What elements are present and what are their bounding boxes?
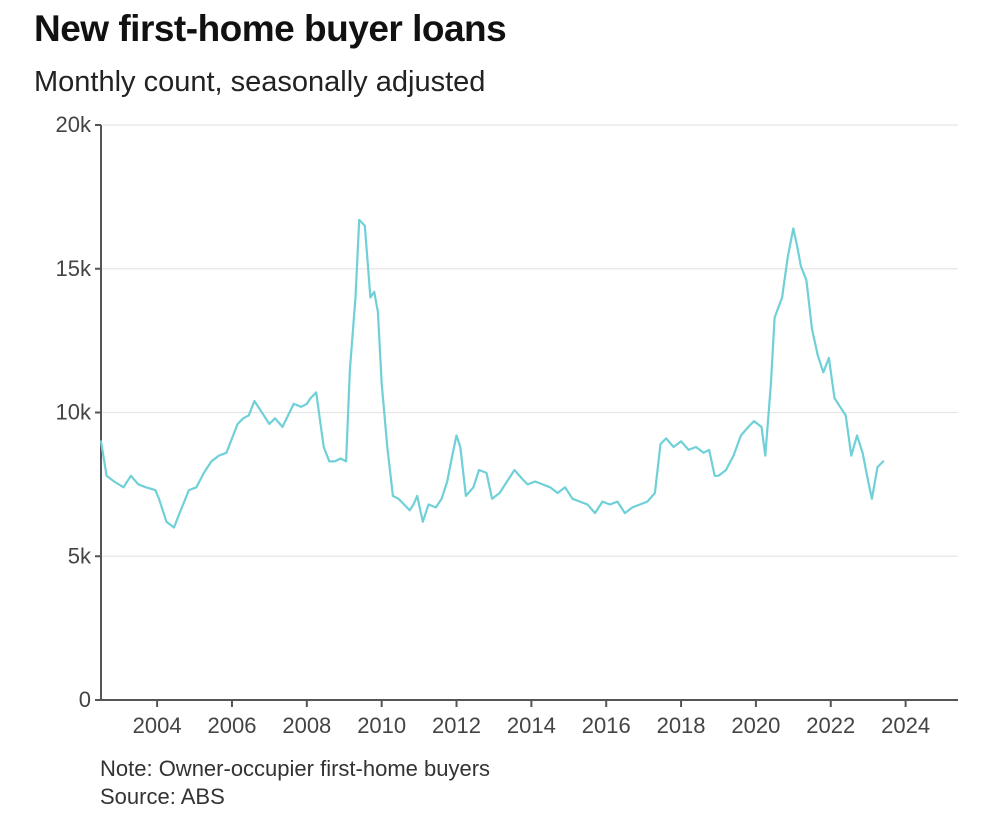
note-text: Note: Owner-occupier first-home buyers — [100, 756, 491, 781]
y-tick-label: 15k — [56, 256, 92, 281]
x-tick-label: 2006 — [208, 713, 257, 738]
x-tick-label: 2016 — [582, 713, 631, 738]
series-line — [99, 218, 885, 529]
chart-title: New first-home buyer loans — [34, 8, 507, 49]
y-tick-label: 0 — [79, 687, 91, 712]
x-tick-label: 2024 — [881, 713, 930, 738]
x-tick-label: 2022 — [806, 713, 855, 738]
source-text: Source: ABS — [100, 784, 225, 809]
x-tick-label: 2020 — [731, 713, 780, 738]
x-tick-label: 2018 — [657, 713, 706, 738]
y-axis-ticks: 0 5k 10k 15k 20k — [56, 112, 101, 712]
y-tick-label: 5k — [68, 543, 92, 568]
x-tick-label: 2010 — [357, 713, 406, 738]
y-tick-label: 10k — [56, 400, 92, 425]
x-tick-label: 2008 — [282, 713, 331, 738]
gridlines — [101, 124, 958, 557]
series-lines — [99, 218, 885, 529]
x-tick-label: 2014 — [507, 713, 556, 738]
chart-footnote: Note: Owner-occupier first-home buyers S… — [100, 755, 490, 811]
chart-subtitle: Monthly count, seasonally adjusted — [34, 66, 486, 98]
x-axis-ticks: 2004 2006 2008 2010 2012 2014 2016 2018 2020 2022… — [133, 700, 930, 738]
x-tick-label: 2004 — [133, 713, 182, 738]
y-tick-label: 20k — [56, 112, 92, 137]
x-tick-label: 2012 — [432, 713, 481, 738]
